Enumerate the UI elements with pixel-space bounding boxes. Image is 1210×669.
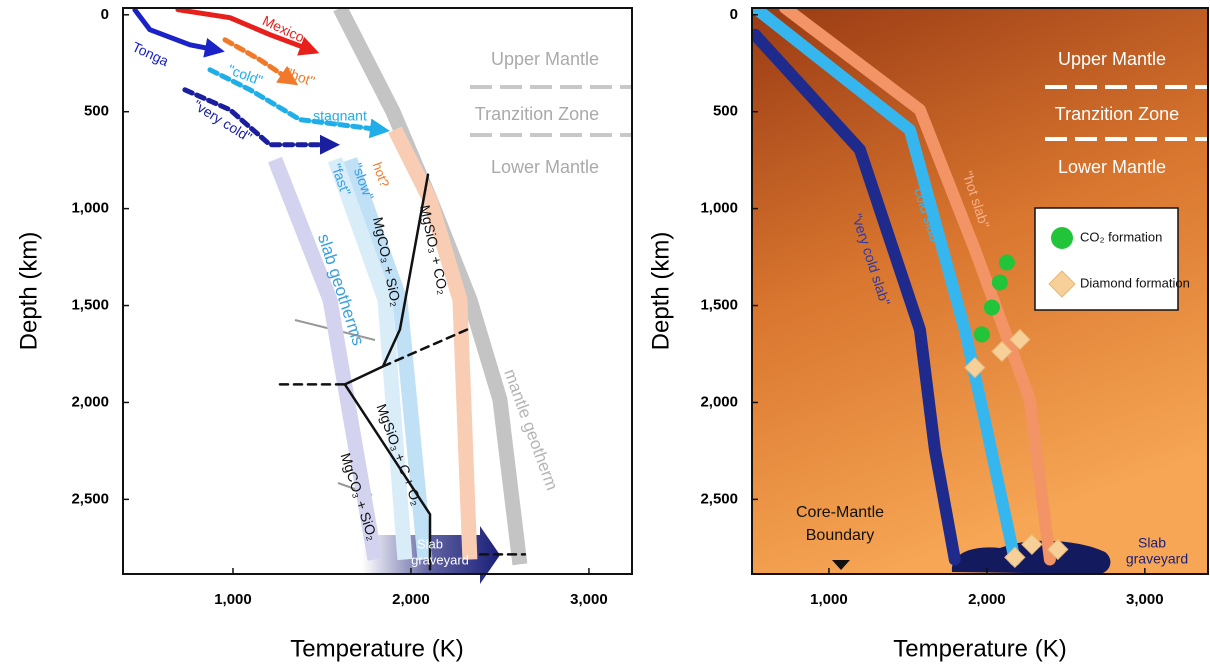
x-tick-label: 2,000 — [968, 591, 1006, 608]
plot-frame — [122, 7, 633, 575]
y-tick-label: 1,500 — [700, 297, 738, 314]
annotation: graveyard — [1126, 551, 1188, 567]
annotation: Tranzition Zone — [475, 104, 599, 124]
annotation: Upper Mantle — [491, 49, 599, 69]
plot-frame — [751, 7, 1209, 575]
co2-point — [991, 274, 1008, 291]
series-label: "cold" — [226, 61, 265, 88]
y-tick-label: 2,500 — [71, 490, 109, 507]
y-axis-label: Depth (km) — [647, 232, 674, 351]
y-tick-label: 1,000 — [71, 200, 109, 217]
x-tick-label: 3,000 — [570, 591, 608, 608]
y-tick-label: 500 — [84, 103, 109, 120]
plot-area — [132, 8, 528, 571]
series-line — [327, 157, 413, 561]
series-line — [268, 156, 383, 561]
x-tick-label: 1,000 — [810, 591, 848, 608]
diamond-point — [991, 340, 1013, 363]
y-tick-label: 0 — [101, 6, 109, 23]
annotation: Core-Mantle — [796, 504, 884, 521]
diamond-point — [1009, 328, 1031, 351]
x-tick-label: 3,000 — [1126, 591, 1164, 608]
series-line — [207, 67, 390, 139]
y-tick-label: 1,500 — [71, 297, 109, 314]
chart: mantle geothermhot?"slow""fast"MexicoTon… — [15, 6, 633, 662]
diamond-point — [1021, 533, 1043, 556]
x-axis-label: Temperature (K) — [893, 635, 1066, 662]
series-label: "hot" — [284, 64, 317, 89]
series-line — [779, 8, 1056, 566]
series-line — [222, 37, 299, 86]
y-tick-label: 2,500 — [700, 490, 738, 507]
diamond-point — [964, 356, 986, 379]
annotation: Tranzition Zone — [1055, 104, 1179, 124]
legend-swatch — [1051, 227, 1073, 249]
annotation: Lower Mantle — [491, 157, 599, 177]
series-line — [343, 173, 432, 571]
y-axis-label: Depth (km) — [15, 232, 42, 351]
lines — [132, 8, 528, 571]
series-line — [182, 87, 340, 155]
series-line — [752, 8, 1021, 566]
y-tick-label: 2,000 — [700, 393, 738, 410]
co2-point — [983, 299, 1000, 316]
series-line — [752, 28, 961, 566]
annotation: Slab — [417, 536, 443, 551]
y-tick-label: 1,000 — [700, 200, 738, 217]
annotation: Boundary — [806, 527, 875, 544]
series-line — [342, 157, 433, 561]
series-line — [175, 8, 320, 56]
diamond-point — [1004, 546, 1026, 569]
y-tick-label: 500 — [713, 103, 738, 120]
diamond-point — [1047, 538, 1069, 561]
series-line — [278, 328, 527, 556]
annotation: Upper Mantle — [1058, 49, 1166, 69]
y-tick-label: 2,000 — [71, 393, 109, 410]
plot-area — [752, 8, 1069, 569]
series-line — [388, 126, 478, 560]
lines — [752, 8, 1069, 569]
x-tick-label: 2,000 — [392, 591, 430, 608]
annotation: Slab — [1138, 535, 1166, 551]
co2-point — [973, 326, 990, 343]
legend-swatch — [1048, 270, 1076, 298]
annotation: Lower Mantle — [1058, 157, 1166, 177]
legend-label: Diamond formation — [1080, 275, 1190, 290]
co2-point — [998, 254, 1015, 271]
x-tick-label: 1,000 — [214, 591, 252, 608]
annotation: graveyard — [411, 552, 469, 567]
legend-label: CO₂ formation — [1080, 229, 1162, 244]
x-axis-label: Temperature (K) — [290, 635, 463, 662]
annotation: stagnant — [313, 108, 367, 124]
series-label: Tonga — [130, 39, 172, 70]
series-line — [132, 8, 225, 58]
y-tick-label: 0 — [730, 6, 738, 23]
